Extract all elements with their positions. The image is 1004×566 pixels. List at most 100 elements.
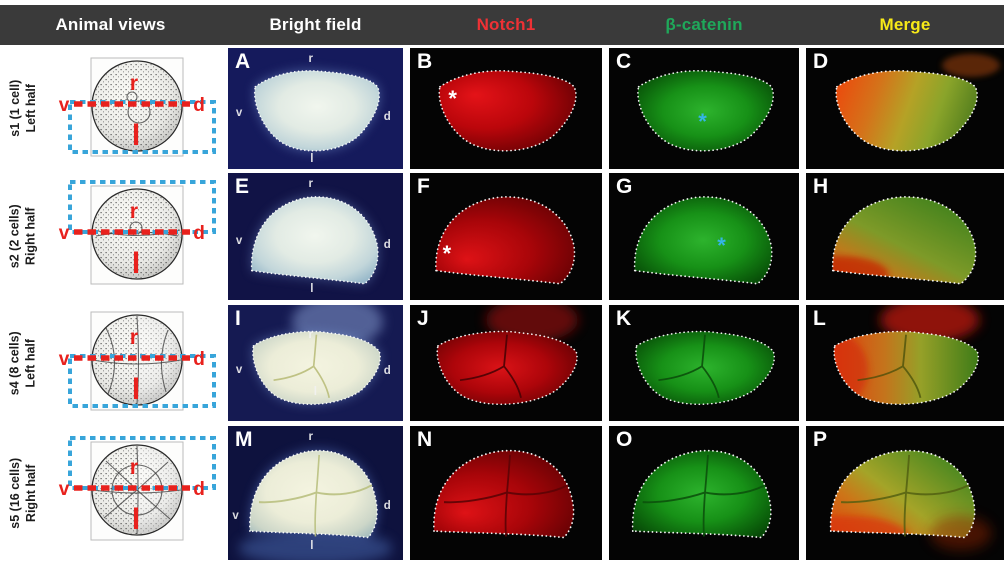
embryo-image — [635, 330, 776, 406]
roi-box-right-half — [68, 179, 216, 234]
animal-view-cell-s2: s2 (2 cells) Right half r l v — [0, 173, 221, 300]
panel-I-brightfield: I r v d l — [228, 305, 403, 421]
roi-box-right-half — [68, 436, 216, 490]
embryo-image — [435, 196, 576, 285]
asterisk-marker: * — [442, 240, 452, 266]
panel-letter: G — [616, 175, 633, 198]
panel-B-notch1: B * — [410, 48, 602, 169]
column-header-animal-views: Animal views — [55, 15, 166, 34]
embryo-image — [631, 449, 772, 539]
panel-letter: B — [417, 50, 433, 73]
panel-letter: L — [813, 307, 826, 330]
animal-view-cell-s5: s5 (16 cells) Right half r — [0, 426, 221, 560]
orientation-l-label: l — [310, 153, 314, 166]
panel-letter: A — [235, 50, 251, 73]
orientation-d-label: d — [383, 110, 391, 123]
orientation-d-label: d — [383, 365, 391, 378]
panel-letter: P — [813, 428, 828, 451]
panel-J-notch1: J — [410, 305, 602, 421]
panel-F-notch1: F * — [410, 173, 602, 300]
panel-letter: C — [616, 50, 632, 73]
embryo-image — [238, 449, 393, 560]
panel-letter: K — [616, 307, 632, 330]
panel-letter: F — [417, 175, 430, 198]
orientation-r-label: r — [130, 326, 138, 349]
animal-view-drawing-16cell: r l v d — [59, 436, 216, 541]
orientation-l-label: l — [132, 119, 140, 152]
panel-H-merge: H — [806, 173, 1004, 300]
orientation-d-label: d — [193, 349, 205, 370]
asterisk-marker: * — [698, 108, 707, 134]
panel-letter: H — [813, 175, 829, 198]
orientation-l-label: l — [313, 386, 317, 399]
embryo-image — [829, 449, 992, 551]
panel-letter: I — [235, 307, 241, 330]
panel-letter: M — [235, 428, 253, 451]
orientation-l-label: l — [132, 247, 140, 280]
animal-view-drawing-8cell: r l v d — [59, 311, 216, 411]
embryo-image — [432, 449, 575, 539]
panel-A-brightfield: A r v d l — [228, 48, 403, 169]
embryo-image — [252, 305, 383, 406]
panel-letter: E — [235, 175, 250, 198]
panel-letter: N — [417, 428, 433, 451]
column-header-bar: Animal views Bright field Notch1 β-caten… — [0, 5, 1004, 45]
panel-C-beta-catenin: C * — [609, 48, 799, 169]
orientation-l-label: l — [132, 503, 140, 536]
embryo-image — [436, 305, 578, 406]
embryo-image — [835, 53, 1000, 152]
orientation-r-label: r — [308, 52, 313, 65]
panel-letter: J — [417, 307, 429, 330]
orientation-r-label: r — [130, 72, 138, 95]
panel-N-notch1: N — [410, 426, 602, 560]
orientation-v-label: v — [59, 479, 70, 500]
orientation-v-label: v — [235, 364, 243, 377]
orientation-l-label: l — [310, 283, 314, 296]
panel-O-beta-catenin: O — [609, 426, 799, 560]
orientation-l-label: l — [132, 373, 140, 406]
embryo-image — [250, 196, 379, 285]
orientation-r-label: r — [308, 178, 313, 191]
orientation-v-label: v — [59, 349, 70, 370]
orientation-d-label: d — [383, 499, 391, 512]
animal-view-drawing-2cell: r l v d — [59, 179, 216, 284]
animal-view-cell-s1: s1 (1 cell) Left half r l v d — [0, 48, 221, 169]
embryo-image — [833, 305, 980, 406]
panel-K-beta-catenin: K — [609, 305, 799, 421]
orientation-r-label: r — [130, 456, 138, 479]
orientation-r-label: r — [130, 200, 138, 223]
orientation-l-label: l — [310, 539, 314, 552]
panel-E-brightfield: E r v d l — [228, 173, 403, 300]
column-header-beta-catenin: β-catenin — [665, 15, 743, 34]
panel-P-merge: P — [806, 426, 1004, 560]
embryo-image — [633, 196, 773, 285]
panel-M-brightfield: M r v d l — [228, 426, 403, 560]
orientation-d-label: d — [193, 479, 205, 500]
orientation-r-label: r — [308, 329, 313, 342]
embryo-image — [253, 69, 381, 152]
embryo-image — [831, 196, 977, 285]
asterisk-marker: * — [448, 85, 457, 111]
orientation-v-label: v — [232, 510, 239, 523]
orientation-v-label: v — [235, 107, 243, 120]
orientation-d-label: d — [383, 239, 391, 252]
asterisk-marker: * — [717, 233, 726, 259]
orientation-v-label: v — [59, 223, 70, 244]
column-header-merge: Merge — [879, 15, 931, 34]
panel-letter: O — [616, 428, 633, 451]
orientation-v-label: v — [235, 235, 243, 248]
panel-G-beta-catenin: G * — [609, 173, 799, 300]
embryo-image — [438, 69, 577, 152]
animal-view-drawing-1cell: r l v d — [59, 57, 216, 156]
orientation-r-label: r — [308, 431, 313, 444]
column-header-notch1: Notch1 — [476, 15, 536, 34]
panel-D-merge: D — [806, 48, 1004, 169]
orientation-v-label: v — [59, 95, 70, 116]
orientation-d-label: d — [193, 223, 205, 244]
panel-letter: D — [813, 50, 829, 73]
panel-L-merge: L — [806, 305, 1004, 421]
column-header-bright-field: Bright field — [269, 15, 362, 34]
orientation-d-label: d — [193, 95, 205, 116]
animal-view-cell-s4: s4 (8 cells) Left half r — [0, 305, 221, 421]
